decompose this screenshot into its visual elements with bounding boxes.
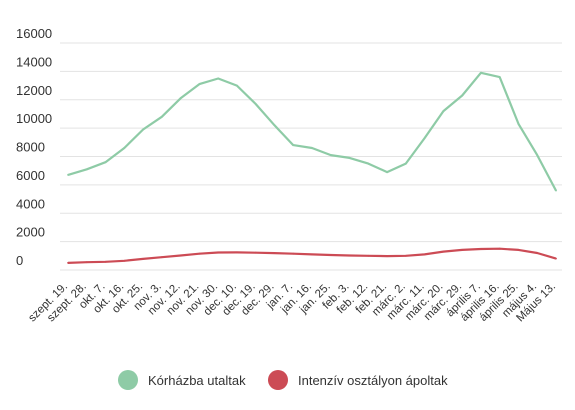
data-point[interactable] [179,254,182,257]
data-point[interactable] [480,248,482,250]
data-point[interactable] [555,257,557,260]
data-point[interactable] [348,254,351,257]
data-point[interactable] [254,251,257,254]
data-point[interactable] [67,174,69,176]
series-line-hospitalized [67,71,557,192]
data-point[interactable] [273,124,276,127]
data-point[interactable] [179,97,182,100]
data-point[interactable] [217,251,220,254]
legend-swatch-intensive-care [268,370,288,390]
series-lines [67,71,557,264]
line-chart: 0 2000 4000 6000 8000 10000 12000 14000 16000 sz… [16,26,562,325]
y-tick-label: 4000 [16,196,45,211]
data-point[interactable] [311,147,313,149]
data-point[interactable] [254,103,257,105]
data-point[interactable] [104,161,107,164]
data-point[interactable] [404,162,407,165]
data-point[interactable] [480,71,482,74]
legend-label-hospitalized: Kórházba utaltak [148,372,246,388]
data-point[interactable] [367,162,370,165]
data-point[interactable] [423,253,426,256]
data-point[interactable] [461,249,464,251]
y-tick-label: 14000 [16,54,52,69]
data-point[interactable] [292,252,295,255]
data-point[interactable] [311,253,313,256]
data-point[interactable] [85,261,88,264]
data-point[interactable] [273,252,276,255]
data-point[interactable] [461,94,464,97]
data-point[interactable] [555,189,557,192]
data-point[interactable] [517,249,520,251]
data-point[interactable] [348,157,351,159]
data-point[interactable] [536,154,539,157]
data-point[interactable] [329,254,332,256]
data-point[interactable] [217,77,220,80]
y-tick-label: 2000 [16,225,45,240]
data-point[interactable] [160,115,163,118]
legend-label-intensive-care: Intenzív osztályon ápoltak [298,372,448,388]
data-point[interactable] [329,154,332,157]
data-point[interactable] [442,110,445,112]
data-point[interactable] [236,251,238,254]
data-point[interactable] [123,147,126,149]
data-point[interactable] [123,259,126,262]
data-point[interactable] [142,128,145,131]
data-point[interactable] [85,168,88,171]
data-point[interactable] [423,137,426,140]
data-point[interactable] [160,256,163,259]
data-point[interactable] [236,84,238,87]
legend: Kórházba utaltak Intenzív osztályon ápol… [0,370,575,398]
data-point[interactable] [367,254,370,257]
legend-item-hospitalized[interactable]: Kórházba utaltak [118,370,246,390]
y-tick-label: 8000 [16,140,45,155]
data-point[interactable] [386,171,388,174]
data-point[interactable] [498,76,501,78]
legend-item-intensive-care[interactable]: Intenzív osztályon ápoltak [268,370,448,390]
data-point[interactable] [536,252,539,254]
legend-swatch-hospitalized [118,370,138,390]
data-point[interactable] [386,255,388,257]
y-tick-label: 16000 [16,26,52,41]
x-axis-ticks: szept. 19.szept. 28.okt. 7.okt. 16.okt. … [26,281,558,325]
data-point[interactable] [67,262,69,264]
data-point[interactable] [292,144,295,147]
data-point[interactable] [142,258,145,260]
data-point[interactable] [198,83,201,85]
data-point[interactable] [198,252,201,255]
data-point[interactable] [517,123,520,125]
y-tick-label: 12000 [16,83,52,98]
y-tick-label: 10000 [16,111,52,126]
y-axis-ticks: 0 2000 4000 6000 8000 10000 12000 14000 16000 [16,26,52,268]
series-line-intensive-care [67,247,557,264]
y-tick-label: 0 [16,253,23,268]
data-point[interactable] [498,247,501,250]
data-point[interactable] [404,254,407,257]
grid-lines [60,42,562,271]
data-point[interactable] [442,250,445,253]
data-point[interactable] [104,260,107,263]
y-tick-label: 6000 [16,168,45,183]
